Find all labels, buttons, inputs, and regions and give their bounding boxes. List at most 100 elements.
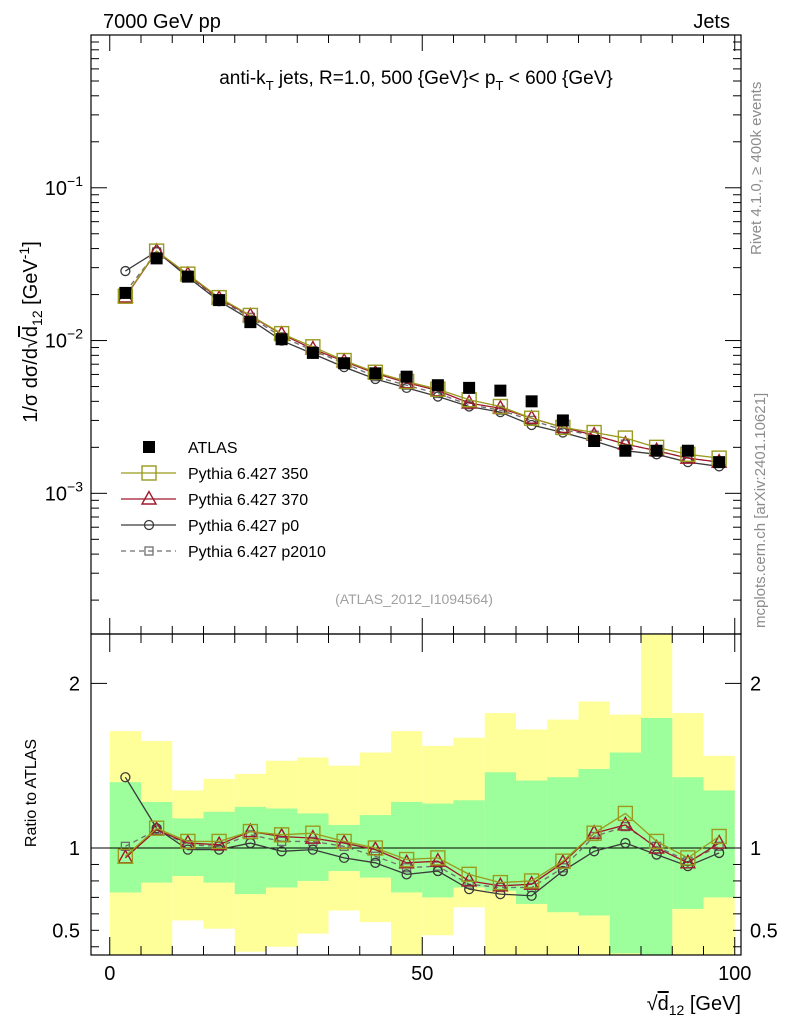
ratio-point-p370: [617, 816, 634, 831]
ratio-line-p350: [124, 812, 720, 884]
main-point-atlas: [463, 381, 476, 394]
main-point-p0: [495, 406, 506, 418]
ratio-point-p350: [680, 850, 696, 866]
legend-label-p350: Pythia 6.427 350: [188, 466, 308, 483]
ratio-point-p370: [398, 853, 415, 869]
legend-label-atlas: ATLAS: [188, 440, 238, 457]
legend-label-p370: Pythia 6.427 370: [188, 492, 308, 509]
main-point-atlas: [588, 435, 601, 448]
ratio-bands: [109, 634, 735, 955]
ratio-point-p350: [211, 833, 227, 850]
ratio-point-p350: [648, 833, 665, 850]
ratio-point-p0: [370, 857, 381, 868]
header-right: Jets: [693, 11, 730, 33]
legend-marker-p370: [140, 490, 158, 505]
main-y-tick-label: 10−1: [45, 173, 83, 200]
legend-marker-p350: [141, 465, 157, 481]
ratio-point-p0: [682, 860, 694, 872]
ratio-y-axis-label: Ratio to ATLAS: [23, 739, 40, 847]
ratio-band-1sigma: [141, 801, 173, 883]
ratio-band-1sigma: [109, 782, 141, 893]
legend-label-p0: Pythia 6.427 p0: [188, 518, 299, 535]
ratio-point-p350: [305, 825, 321, 841]
ratio-band-1sigma: [391, 801, 423, 893]
ratio-point-p370: [210, 835, 228, 851]
ratio-point-p370: [585, 824, 603, 839]
ratio-point-p370: [492, 876, 509, 892]
ratio-y-tick-label-left: 1: [69, 838, 80, 860]
ratio-point-p0: [463, 884, 475, 895]
main-point-atlas: [244, 316, 257, 329]
rivet-label: Rivet 4.1.0, ≥ 400k events: [748, 82, 765, 255]
x-axis-label: √d12 [GeV]: [647, 993, 741, 1018]
analysis-watermark: (ATLAS_2012_I1094564): [335, 591, 493, 607]
ratio-y-tick-label-left: 0.5: [52, 920, 80, 942]
ratio-panel: 2 2 1 1 0.5 0.5 0 50 100 Ratio to ATLAS √d12 [Ge…: [23, 633, 778, 1018]
ratio-band-1sigma: [172, 818, 204, 876]
main-point-p350: [523, 410, 540, 426]
legend-label-p2010: Pythia 6.427 p2010: [188, 544, 326, 561]
main-point-atlas: [494, 384, 507, 397]
ratio-band-1sigma: [484, 772, 516, 891]
ratio-point-p350: [492, 874, 509, 891]
ratio-band-1sigma: [641, 717, 673, 955]
ratio-point-p0: [120, 772, 131, 783]
ratio-point-p350: [336, 833, 352, 850]
y-axis-label: 1/σ dσ/d√d12 [GeV-1]: [16, 241, 45, 423]
ratio-point-p350: [523, 873, 540, 889]
ratio-point-p0: [588, 846, 600, 857]
header-left: 7000 GeV pp: [103, 11, 221, 33]
main-point-atlas: [400, 370, 413, 383]
main-point-atlas: [338, 357, 351, 370]
main-point-atlas: [213, 294, 226, 307]
ratio-point-p350: [555, 853, 571, 869]
main-y-tick-label: 10−3: [45, 478, 83, 505]
main-point-atlas: [150, 252, 163, 265]
ratio-point-p0: [651, 849, 662, 860]
ratio-point-p0: [338, 852, 350, 864]
x-tick-label: 0: [104, 963, 115, 985]
ratio-band-1sigma: [297, 813, 329, 881]
ratio-y-tick-label-right: 0.5: [750, 920, 778, 942]
ratio-point-p350: [461, 866, 477, 883]
main-point-p370: [460, 394, 478, 409]
ratio-point-p350: [367, 840, 384, 856]
main-point-atlas: [431, 379, 444, 392]
ratio-point-p2010: [339, 841, 349, 852]
main-line-p350: [124, 250, 720, 459]
ratio-y-tick-label-right: 2: [750, 673, 761, 695]
x-tick-label: 100: [718, 963, 751, 985]
main-point-atlas: [369, 367, 382, 380]
main-point-atlas: [275, 333, 288, 346]
main-point-atlas: [713, 456, 726, 469]
ratio-point-p350: [148, 820, 165, 836]
ratio-tick-labels: 2 2 1 1 0.5 0.5 0 50 100: [52, 673, 778, 985]
legend-marker-p2010: [144, 546, 154, 556]
ratio-series-group: [117, 772, 728, 901]
ratio-ticks: [91, 634, 741, 955]
ratio-point-p370: [523, 875, 540, 890]
chart-title: anti-kT jets, R=1.0, 500 {GeV}< pT < 600…: [219, 68, 613, 93]
main-point-atlas: [525, 395, 538, 408]
ratio-point-p0: [557, 865, 569, 877]
main-point-atlas: [119, 286, 132, 299]
ratio-point-p0: [276, 846, 287, 857]
main-series-group: [117, 242, 728, 472]
ratio-point-p350: [430, 850, 446, 866]
main-point-atlas: [556, 414, 569, 427]
ratio-point-p0: [526, 890, 537, 901]
ratio-band-1sigma: [609, 752, 641, 954]
ratio-band-1sigma: [234, 806, 266, 895]
main-line-p0: [125, 250, 720, 468]
main-point-atlas: [181, 270, 194, 283]
ratio-point-p350: [711, 828, 727, 845]
ratio-point-p370: [242, 822, 259, 838]
legend: ATLAS Pythia 6.427 350 Pythia 6.427 370 Pyt…: [121, 440, 326, 561]
ratio-band-1sigma: [547, 777, 579, 913]
ratio-point-p350: [117, 848, 134, 864]
main-point-atlas: [650, 444, 663, 457]
main-point-p0: [120, 265, 131, 277]
main-y-tick-labels: 10−1 10−2 10−3: [45, 173, 83, 506]
legend-marker-atlas: [143, 441, 155, 453]
